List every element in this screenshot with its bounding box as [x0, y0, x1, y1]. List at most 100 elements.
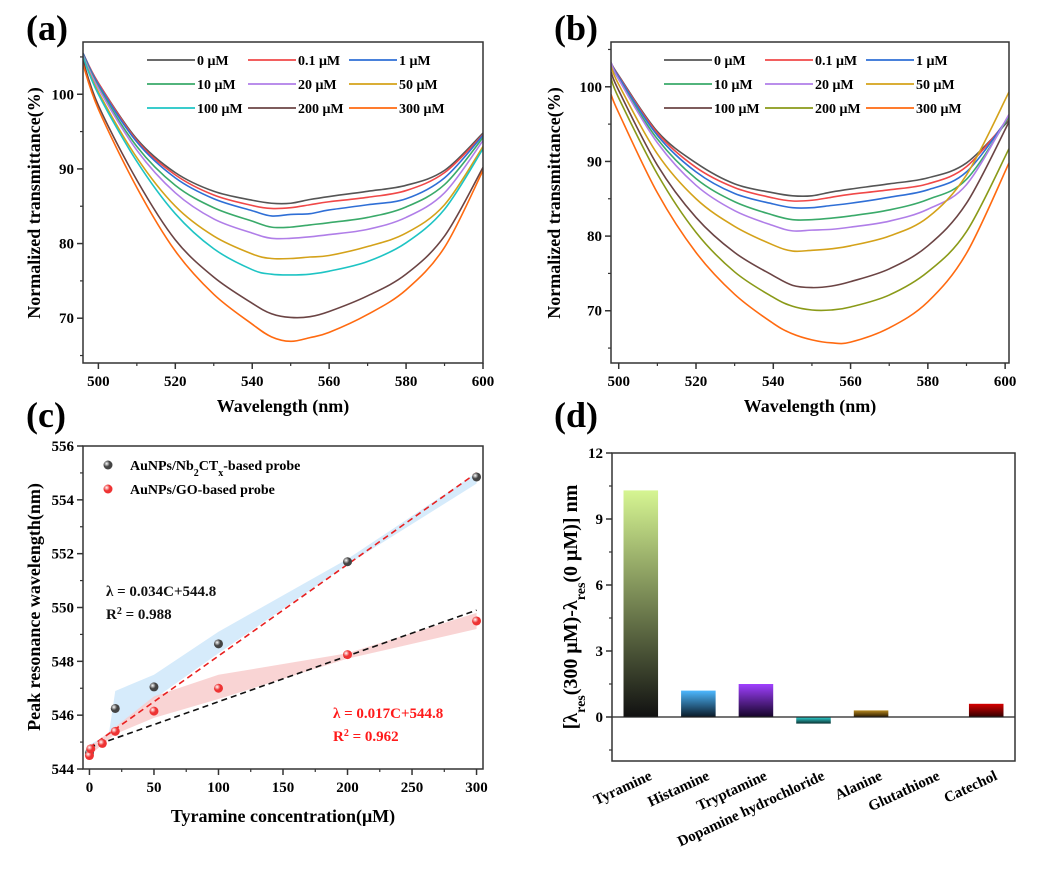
legend-label: 1 μM [916, 54, 948, 69]
x-tick-label: 600 [994, 374, 1017, 390]
legend-label: 300 μM [399, 102, 445, 117]
bar-catechol [968, 703, 1004, 717]
y-tick-label: 80 [59, 237, 74, 253]
legend-label: 0.1 μM [298, 54, 340, 69]
chart-c-x-label: Tyramine concentration(μM) [171, 806, 395, 827]
confidence-band [89, 612, 477, 756]
series-line [611, 77, 1009, 312]
x-tick-label: 520 [164, 374, 187, 390]
legend-text: -based probe [223, 459, 300, 474]
x-tick-label: 560 [839, 374, 862, 390]
x-tick-label: 0 [86, 780, 94, 796]
fit-line [88, 472, 478, 749]
legend-label: 0.1 μM [815, 54, 857, 69]
x-tick-label: 300 [465, 780, 488, 796]
legend-label: AuNPs/Nb2CTx-based probe [130, 459, 300, 479]
series-line [83, 54, 483, 229]
x-category-label: Catechol [942, 768, 1000, 806]
series-line [83, 60, 483, 319]
x-tick-label: 50 [146, 780, 161, 796]
r2-text: R [333, 729, 344, 745]
legend-label: 100 μM [197, 102, 243, 117]
legend-label: 20 μM [298, 78, 337, 93]
legend-label: AuNPs/GO-based probe [130, 483, 275, 498]
legend-text: CT [199, 459, 219, 474]
legend-subscript: x [218, 468, 223, 479]
confidence-band [89, 472, 477, 756]
series-line [83, 52, 483, 205]
x-category-label: Tyramine [591, 768, 654, 809]
x-tick-label: 580 [917, 374, 940, 390]
legend-text: AuNPs/Nb [130, 459, 194, 474]
chart-c-y-label: Peak resonance wavelength(nm) [24, 483, 45, 731]
data-point [86, 744, 96, 754]
series-line [83, 52, 483, 217]
series-line [611, 64, 1009, 221]
y-tick-label: 70 [59, 311, 74, 327]
y-label-part: (0 μM)] nm [560, 484, 582, 582]
chart-a-series [83, 52, 483, 343]
y-tick-label: 90 [59, 162, 74, 178]
series-line [611, 71, 1009, 289]
y-tick-label: 0 [596, 710, 604, 726]
y-tick-label: 544 [52, 762, 75, 778]
series-line [611, 65, 1009, 253]
chart-b-transmittance: Wavelength (nm) Normalized transmittance… [544, 41, 1017, 417]
data-point [110, 703, 120, 713]
y-tick-label: 6 [596, 578, 604, 594]
series-line [83, 52, 483, 210]
bar-alanine [853, 710, 889, 717]
y-tick-label: 100 [580, 80, 603, 96]
series-line [611, 61, 1009, 232]
chart-a-frame [82, 41, 484, 364]
fit-r-squared: R2 = 0.962 [333, 728, 399, 746]
legend-subscript: 2 [194, 468, 199, 479]
series-line [611, 62, 1009, 209]
legend-label: 10 μM [714, 78, 753, 93]
chart-d-frame [611, 452, 1016, 762]
chart-b-x-label: Wavelength (nm) [744, 396, 877, 417]
y-label-part: (300 μM)-λ [560, 600, 582, 695]
legend-label: 200 μM [298, 102, 344, 117]
legend-label: 0 μM [197, 54, 229, 69]
chart-a-y-label: Normalized transmittance(%) [24, 87, 45, 318]
data-point [213, 639, 223, 649]
x-tick-label: 520 [685, 374, 708, 390]
bar-dopamine-hydrochloride [796, 717, 831, 724]
y-tick-label: 554 [52, 493, 75, 509]
x-tick-label: 100 [207, 780, 230, 796]
series-line [611, 62, 1009, 202]
chart-d-selectivity: [λres(300 μM)-λres(0 μM)] nm TyramineHis… [560, 446, 1016, 850]
series-line [83, 55, 483, 240]
data-point [149, 706, 159, 716]
legend-label: 50 μM [399, 78, 438, 93]
data-point [472, 472, 482, 482]
y-tick-label: 12 [588, 446, 603, 462]
series-line [83, 64, 483, 343]
chart-c-peak-shift: Tyramine concentration(μM) Peak resonanc… [24, 439, 488, 827]
data-point [110, 726, 120, 736]
series-line [83, 56, 483, 260]
bar-histamine [681, 690, 716, 717]
data-point [149, 682, 159, 692]
chart-b-y-label: Normalized transmittance(%) [544, 87, 565, 318]
x-tick-label: 600 [472, 374, 495, 390]
y-tick-label: 552 [52, 547, 75, 563]
legend-label: 200 μM [815, 102, 861, 117]
panel-label-d: (d) [554, 395, 598, 435]
data-point [97, 738, 107, 748]
legend-text: AuNPs/GO-based probe [130, 483, 275, 498]
y-tick-label: 70 [587, 304, 602, 320]
series-line [611, 93, 1009, 345]
legend-marker [103, 460, 113, 470]
legend-marker [103, 484, 113, 494]
x-tick-label: 580 [395, 374, 418, 390]
x-tick-label: 500 [607, 374, 630, 390]
x-tick-label: 250 [401, 780, 424, 796]
y-tick-label: 9 [596, 512, 604, 528]
y-tick-label: 100 [52, 87, 75, 103]
legend-label: 20 μM [815, 78, 854, 93]
chart-d-y-label: [λres(300 μM)-λres(0 μM)] nm [560, 484, 589, 729]
bar-tryptamine [738, 684, 774, 717]
